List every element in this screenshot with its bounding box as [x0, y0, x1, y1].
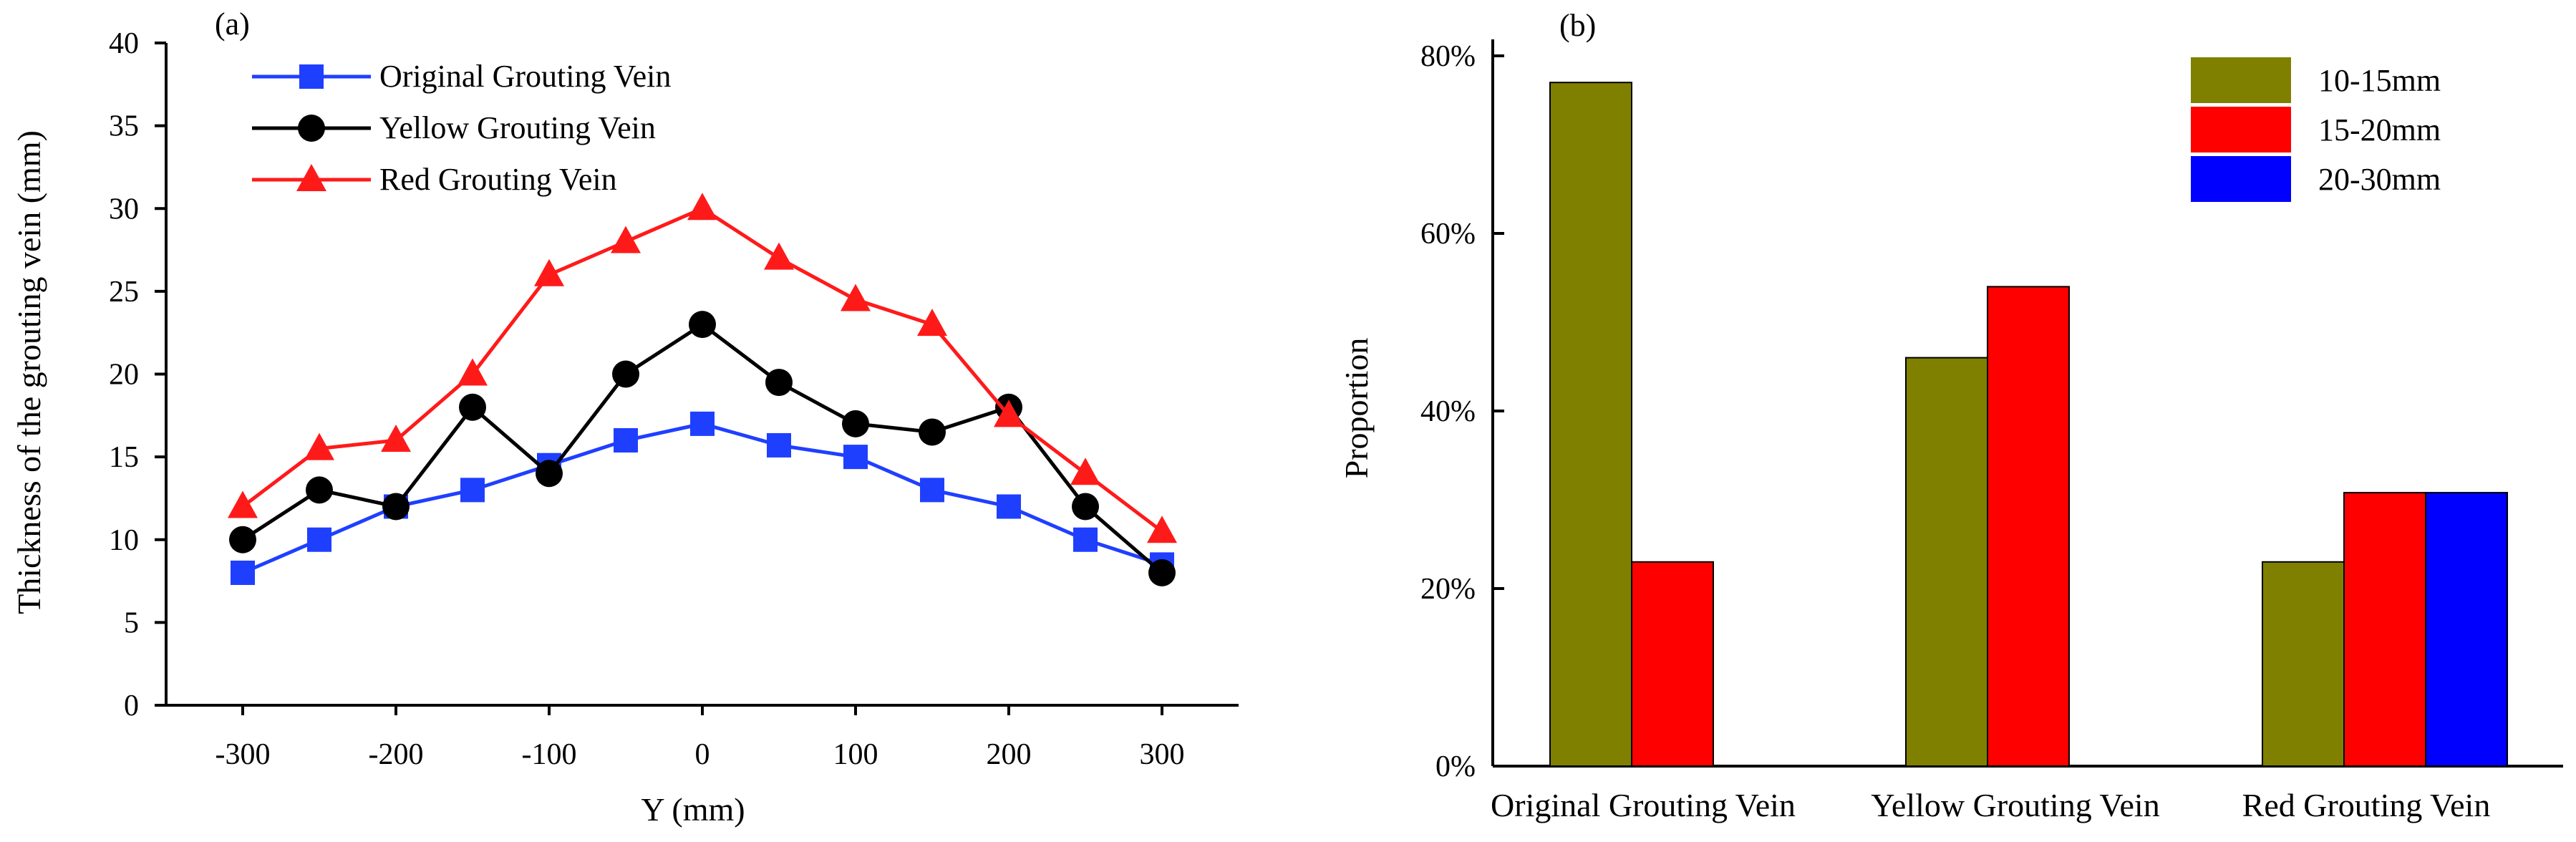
data-point — [917, 309, 947, 337]
y-tick-label: 10 — [109, 524, 139, 557]
y-tick-label: 20% — [1420, 573, 1476, 606]
data-point — [767, 432, 791, 458]
legend-label: 20-30mm — [2318, 162, 2441, 197]
data-point — [920, 478, 944, 503]
legend-label: Yellow Grouting Vein — [379, 110, 656, 145]
y-tick-label: 20 — [109, 359, 139, 392]
y-tick-label: 0% — [1435, 750, 1476, 783]
x-tick-label: -200 — [369, 738, 424, 771]
bar — [1987, 286, 2070, 767]
bar — [1549, 82, 1632, 767]
y-tick-label: 25 — [109, 276, 139, 309]
legend-label: Red Grouting Vein — [379, 162, 617, 197]
data-point — [687, 193, 717, 221]
data-point — [1073, 527, 1098, 552]
x-tick-label: -100 — [522, 738, 577, 771]
series-group-a — [228, 193, 1177, 586]
data-point — [764, 242, 794, 270]
bar — [1631, 561, 1714, 767]
legend-label: 15-20mm — [2318, 112, 2441, 147]
data-point — [306, 476, 333, 504]
bar — [1905, 357, 1988, 768]
data-point — [843, 445, 868, 470]
data-point — [229, 526, 256, 553]
y-ticks-a: 0 5 10 15 20 25 30 35 40 — [109, 27, 166, 722]
legend-marker — [296, 164, 326, 191]
series-yellow-grouting-vein — [229, 311, 1176, 586]
y-tick-label: 15 — [109, 441, 139, 474]
data-point — [842, 410, 869, 437]
series-red-grouting-vein — [228, 193, 1177, 543]
bar — [2343, 492, 2426, 768]
series-line — [241, 206, 1163, 533]
y-tick-label: 40 — [109, 27, 139, 60]
data-point — [612, 360, 639, 388]
x-axis-label-a: Y (mm) — [641, 791, 745, 828]
data-point — [457, 358, 488, 386]
category-label: Yellow Grouting Vein — [1871, 787, 2159, 823]
data-point — [1072, 493, 1099, 521]
legend-label: 10-15mm — [2318, 63, 2441, 98]
category-label: Red Grouting Vein — [2242, 787, 2491, 823]
bar — [2425, 492, 2508, 768]
y-tick-label: 60% — [1420, 218, 1476, 251]
data-point — [614, 428, 638, 453]
bar-chart-panel: (b) 0% 20% 40% 60% 80% Original Grouting Vei… — [1338, 8, 2563, 823]
y-axis-label-a: Thickness of the grouting vein (mm) — [11, 130, 47, 614]
panel-label-a: (a) — [215, 6, 250, 42]
data-point — [536, 460, 563, 488]
data-point — [1148, 559, 1176, 586]
legend-marker — [298, 115, 325, 142]
y-tick-label: 0 — [124, 689, 139, 722]
data-point — [997, 494, 1021, 519]
category-labels-b: Original Grouting Vein Yellow Grouting Ve… — [1491, 787, 2490, 823]
data-point — [459, 393, 486, 421]
data-point — [841, 284, 871, 311]
y-tick-label: 40% — [1420, 395, 1476, 428]
data-point — [1070, 458, 1100, 485]
data-point — [1147, 516, 1177, 543]
data-point — [231, 561, 255, 585]
legend-swatch — [2191, 107, 2291, 153]
x-tick-label: 300 — [1140, 738, 1185, 771]
data-point — [381, 425, 411, 452]
y-tick-label: 30 — [109, 193, 139, 226]
bars-b — [1549, 82, 2508, 768]
data-point — [994, 400, 1024, 427]
legend-label: Original Grouting Vein — [379, 59, 671, 94]
y-tick-label: 35 — [109, 110, 139, 143]
bar — [2262, 561, 2345, 767]
legend-swatch — [2191, 57, 2291, 103]
data-point — [307, 527, 331, 552]
y-ticks-b: 0% 20% 40% 60% 80% — [1420, 40, 1504, 783]
legend-a: Original Grouting Vein Yellow Grouting Ve… — [252, 59, 671, 197]
x-ticks-a: -300 -200 -100 0 100 200 300 — [216, 705, 1185, 771]
data-point — [690, 411, 715, 436]
y-axis-label-b: Proportion — [1338, 338, 1375, 479]
x-tick-label: 200 — [987, 738, 1032, 771]
x-tick-label: 100 — [833, 738, 878, 771]
panel-label-b: (b) — [1559, 8, 1596, 43]
x-tick-label: -300 — [216, 738, 271, 771]
legend-b: 10-15mm 15-20mm 20-30mm — [2191, 57, 2441, 202]
legend-marker — [299, 64, 324, 89]
data-point — [765, 369, 793, 397]
data-point — [228, 490, 258, 518]
series-line — [242, 422, 1163, 575]
data-point — [919, 418, 946, 446]
y-tick-label: 80% — [1420, 40, 1476, 73]
series-line — [241, 322, 1163, 574]
data-point — [611, 226, 641, 253]
data-point — [460, 478, 485, 503]
data-point — [534, 258, 564, 286]
y-tick-label: 5 — [124, 606, 139, 639]
category-label: Original Grouting Vein — [1491, 787, 1796, 823]
data-point — [382, 493, 410, 521]
x-tick-label: 0 — [695, 738, 710, 771]
legend-swatch — [2191, 156, 2291, 202]
line-chart-panel: (a) 0 5 10 15 20 25 30 35 40 -300 -200 -100 0 100 200… — [11, 6, 1239, 828]
data-point — [304, 432, 334, 460]
data-point — [689, 311, 716, 339]
